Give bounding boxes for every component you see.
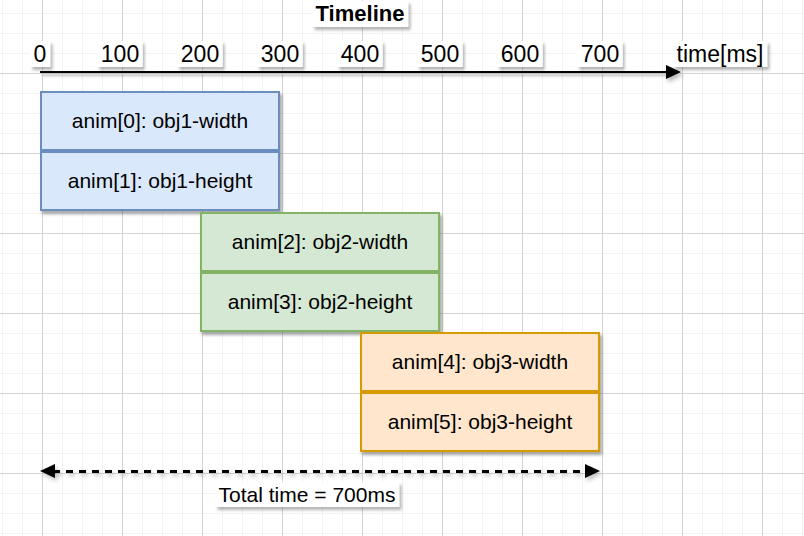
axis-tick-0: 0 [30, 41, 51, 67]
anim-bar-0-label: anim[0]: obj1-width [72, 109, 248, 133]
axis-tick-400: 400 [337, 41, 383, 67]
anim-bar-2: anim[2]: obj2-width [200, 212, 440, 272]
anim-bar-3-label: anim[3]: obj2-height [228, 290, 412, 314]
anim-bar-5-label: anim[5]: obj3-height [388, 410, 572, 434]
axis-unit-label: time[ms] [673, 41, 768, 67]
total-arrow-right-head-icon [585, 464, 600, 478]
anim-bar-4-label: anim[4]: obj3-width [392, 350, 568, 374]
anim-bar-2-label: anim[2]: obj2-width [232, 230, 408, 254]
anim-bar-4: anim[4]: obj3-width [360, 332, 600, 392]
axis-tick-300: 300 [257, 41, 303, 67]
anim-bar-3: anim[3]: obj2-height [200, 272, 440, 332]
time-axis-line [40, 71, 668, 73]
diagram-title: Timeline [312, 1, 409, 27]
diagram-canvas: Timeline 0 100 200 300 400 500 600 700 t… [0, 0, 804, 536]
axis-tick-200: 200 [177, 41, 223, 67]
time-axis-arrowhead-icon [666, 65, 681, 79]
anim-bar-1-label: anim[1]: obj1-height [68, 169, 252, 193]
anim-bar-1: anim[1]: obj1-height [40, 151, 280, 211]
axis-tick-700: 700 [577, 41, 623, 67]
anim-bar-0: anim[0]: obj1-width [40, 91, 280, 151]
axis-tick-500: 500 [417, 41, 463, 67]
total-time-label: Total time = 700ms [215, 482, 400, 507]
axis-tick-100: 100 [97, 41, 143, 67]
anim-bar-5: anim[5]: obj3-height [360, 392, 600, 452]
total-arrow-dashed-line [53, 470, 587, 473]
axis-tick-600: 600 [497, 41, 543, 67]
